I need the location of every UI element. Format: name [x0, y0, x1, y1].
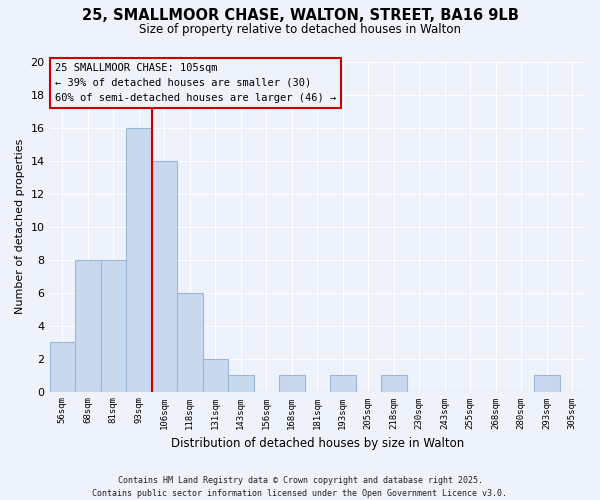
Text: Size of property relative to detached houses in Walton: Size of property relative to detached ho… [139, 22, 461, 36]
Bar [126, 128, 152, 392]
Bar [203, 358, 228, 392]
Bar [152, 160, 177, 392]
Bar [330, 375, 356, 392]
Bar [228, 375, 254, 392]
Bar [534, 375, 560, 392]
X-axis label: Distribution of detached houses by size in Walton: Distribution of detached houses by size … [170, 437, 464, 450]
Bar [177, 292, 203, 392]
Bar [101, 260, 126, 392]
Bar [279, 375, 305, 392]
Text: Contains HM Land Registry data © Crown copyright and database right 2025.
Contai: Contains HM Land Registry data © Crown c… [92, 476, 508, 498]
Y-axis label: Number of detached properties: Number of detached properties [15, 139, 25, 314]
Bar [381, 375, 407, 392]
Bar [75, 260, 101, 392]
Bar [50, 342, 75, 392]
Text: 25 SMALLMOOR CHASE: 105sqm
← 39% of detached houses are smaller (30)
60% of semi: 25 SMALLMOOR CHASE: 105sqm ← 39% of deta… [55, 63, 336, 103]
Text: 25, SMALLMOOR CHASE, WALTON, STREET, BA16 9LB: 25, SMALLMOOR CHASE, WALTON, STREET, BA1… [82, 8, 518, 22]
